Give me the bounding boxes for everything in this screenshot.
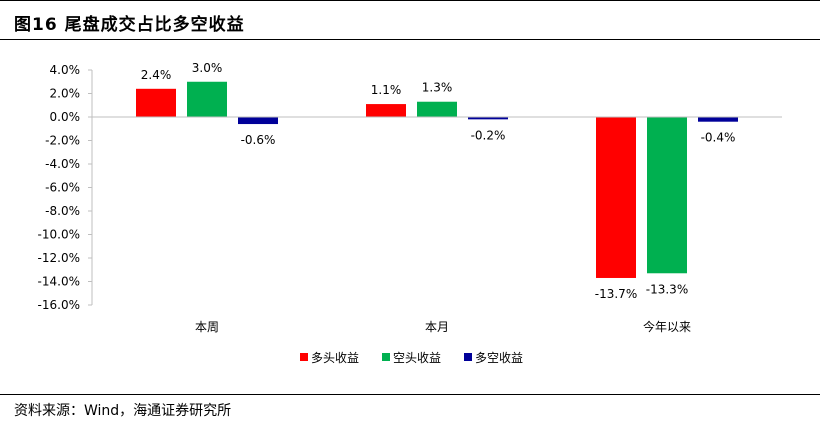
legend-swatch	[382, 353, 390, 361]
data-label: 2.4%	[141, 68, 172, 82]
y-tick-label: -8.0%	[45, 204, 80, 218]
y-tick-label: -4.0%	[45, 157, 80, 171]
legend-label: 空头收益	[393, 351, 441, 365]
legend-swatch	[464, 353, 472, 361]
y-tick-label: 4.0%	[50, 63, 81, 77]
bar	[596, 117, 636, 278]
data-label: -13.7%	[595, 287, 637, 301]
data-label: -0.2%	[471, 128, 506, 142]
data-label: -13.3%	[646, 282, 688, 296]
bar	[366, 104, 406, 117]
x-tick-label: 今年以来	[643, 319, 691, 334]
x-tick-label: 本月	[425, 320, 449, 334]
bar	[238, 117, 278, 125]
data-label: 1.3%	[422, 81, 453, 95]
source-bar: 资料来源：Wind，海通证券研究所	[0, 394, 820, 422]
figure-title-bar: 图16 尾盘成交占比多空收益	[0, 0, 820, 40]
bar	[136, 88, 176, 117]
y-tick-label: 0.0%	[50, 110, 81, 124]
data-label: 1.1%	[371, 83, 402, 97]
bars: 2.4% 3.0% -0.6% 1.1% 1.3% -0.2% -13.7% -13.3% -0…	[136, 61, 738, 301]
legend-label: 多空收益	[475, 351, 523, 365]
y-tick-label: -6.0%	[45, 181, 80, 195]
source-note: 资料来源：Wind，海通证券研究所	[14, 403, 232, 419]
legend-label: 多头收益	[311, 351, 359, 365]
y-tick-label: -2.0%	[45, 134, 80, 148]
x-axis: 本周 本月 今年以来	[92, 116, 782, 334]
bar	[187, 81, 227, 117]
bar	[647, 117, 687, 274]
bar	[417, 101, 457, 117]
legend: 多头收益 空头收益 多空收益	[300, 351, 523, 365]
y-tick-label: -10.0%	[38, 228, 80, 242]
data-label: -0.4%	[701, 131, 736, 145]
x-tick-label: 本周	[195, 320, 219, 334]
y-tick-label: -16.0%	[38, 298, 80, 312]
figure-title: 图16 尾盘成交占比多空收益	[14, 15, 245, 35]
data-label: 3.0%	[192, 61, 223, 75]
y-axis: 4.0% 2.0% 0.0% -2.0% -4.0% -6.0% -8.0% -10.0% -1…	[38, 63, 93, 312]
bar	[468, 117, 508, 120]
bar	[698, 117, 738, 122]
bar-chart: 4.0% 2.0% 0.0% -2.0% -4.0% -6.0% -8.0% -10.0% -1…	[38, 61, 782, 365]
legend-swatch	[300, 353, 308, 361]
y-tick-label: -14.0%	[38, 275, 80, 289]
y-tick-label: 2.0%	[50, 87, 81, 101]
y-tick-label: -12.0%	[38, 251, 80, 265]
data-label: -0.6%	[241, 133, 276, 147]
